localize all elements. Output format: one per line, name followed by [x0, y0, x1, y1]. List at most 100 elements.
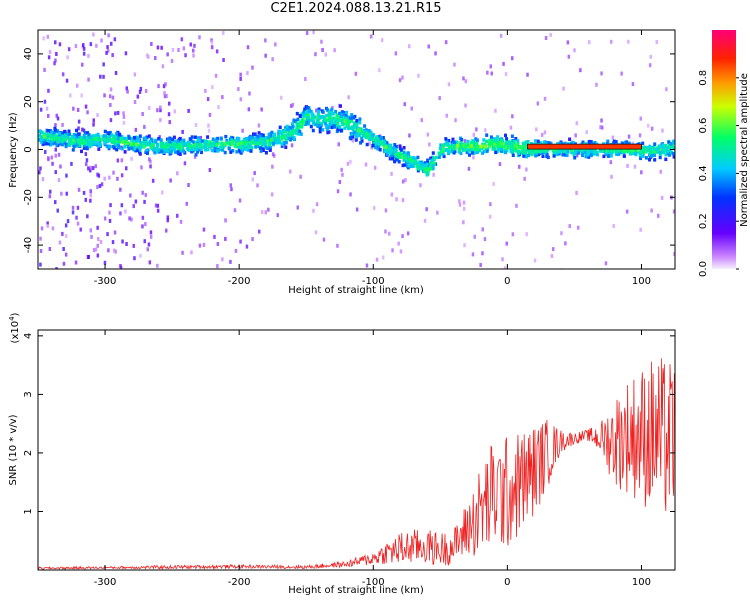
- noise-cell: [39, 249, 43, 253]
- ridge-cell: [256, 135, 260, 139]
- ridge-cell: [258, 135, 262, 139]
- noise-cell: [185, 201, 188, 206]
- noise-cell: [221, 95, 224, 100]
- noise-cell: [69, 93, 72, 98]
- noise-cell: [51, 226, 55, 231]
- ridge-cell: [669, 150, 673, 155]
- ridge-cell: [653, 153, 656, 158]
- ridge-cell: [343, 111, 347, 115]
- snr-line: [38, 358, 675, 570]
- noise-cell: [533, 258, 537, 263]
- ridge-cell: [67, 136, 71, 141]
- noise-cell: [404, 178, 407, 183]
- ridge-cell: [177, 145, 181, 150]
- ridge-cell: [358, 121, 362, 125]
- noise-cell: [95, 43, 98, 48]
- ridge-cell: [330, 125, 334, 130]
- noise-cell: [65, 191, 68, 196]
- ridge-cell: [275, 136, 279, 141]
- ridge-cell: [333, 121, 337, 125]
- noise-cell: [183, 161, 187, 166]
- ridge-cell: [350, 118, 354, 123]
- noise-cell: [444, 40, 448, 45]
- ridge-cell: [229, 150, 233, 154]
- ridge-cell: [335, 119, 339, 124]
- ridge-cell: [339, 104, 342, 108]
- noise-cell: [241, 128, 244, 133]
- ridge-cell: [634, 151, 637, 156]
- noise-cell: [110, 41, 113, 46]
- noise-cell: [229, 183, 232, 188]
- noise-cell: [71, 210, 75, 215]
- ridge-cell: [429, 166, 433, 171]
- noise-cell: [166, 52, 169, 57]
- ridge-cell: [64, 137, 67, 142]
- noise-cell: [121, 239, 124, 244]
- noise-cell: [647, 123, 650, 128]
- noise-cell: [139, 86, 143, 91]
- ridge-cell: [41, 141, 45, 146]
- y-tick-label: 20: [23, 95, 34, 108]
- ridge-cell: [266, 146, 270, 151]
- noise-cell: [264, 38, 267, 43]
- noise-cell: [657, 213, 660, 218]
- noise-cell: [246, 71, 249, 76]
- y-tick-label: 40: [23, 48, 34, 61]
- ridge-cell: [499, 144, 503, 148]
- ridge-cell: [63, 133, 67, 137]
- ridge-cell: [97, 142, 101, 146]
- ridge-cell: [166, 143, 170, 147]
- ridge-cell: [650, 154, 654, 158]
- noise-cell: [141, 112, 144, 116]
- ridge-cell: [537, 152, 541, 157]
- ridge-cell: [135, 136, 139, 140]
- ridge-cell: [313, 115, 317, 119]
- ridge-cell: [664, 152, 668, 157]
- ridge-cell: [318, 129, 322, 134]
- ridge-cell: [640, 154, 644, 158]
- ridge-cell: [250, 135, 254, 140]
- ridge-cell: [496, 144, 500, 148]
- ridge-cell: [127, 136, 131, 140]
- noise-cell: [337, 142, 340, 147]
- noise-cell: [550, 254, 554, 258]
- spectrogram-xlabel: Height of straight line (km): [288, 285, 424, 296]
- noise-cell: [384, 229, 387, 234]
- ridge-cell: [484, 147, 488, 151]
- ridge-cell: [593, 151, 597, 155]
- ridge-cell: [269, 138, 273, 142]
- noise-cell: [436, 210, 439, 215]
- noise-cell: [206, 97, 210, 102]
- noise-cell: [299, 174, 302, 179]
- ridge-cell: [295, 121, 299, 126]
- noise-cell: [290, 143, 294, 148]
- ridge-cell: [176, 150, 180, 154]
- noise-cell: [216, 264, 219, 269]
- noise-cell: [81, 127, 84, 132]
- ridge-cell: [374, 140, 378, 145]
- ridge-cell: [662, 149, 666, 153]
- ridge-cell: [157, 150, 161, 154]
- ridge-cell: [239, 151, 243, 155]
- noise-cell: [483, 237, 487, 242]
- ridge-cell: [197, 143, 201, 147]
- ridge-cell: [269, 135, 273, 139]
- ridge-cell: [191, 140, 195, 144]
- ridge-cell: [445, 139, 449, 144]
- ridge-cell: [133, 136, 136, 140]
- ridge-cell: [112, 134, 116, 138]
- noise-cell: [114, 111, 117, 116]
- ridge-cell: [173, 141, 176, 146]
- noise-cell: [271, 152, 275, 157]
- noise-cell: [341, 172, 344, 177]
- noise-cell: [640, 170, 643, 175]
- ridge-cell: [664, 146, 668, 151]
- ridge-cell: [172, 147, 176, 152]
- snr-panel: -300 -200 -100 0 100 1 2 3 4 Height of straight…: [8, 312, 676, 596]
- ridge-cell: [641, 147, 645, 151]
- ridge-cell: [472, 151, 476, 155]
- chart-title: C2E1.2024.088.13.21.R15: [270, 1, 442, 16]
- noise-cell: [481, 227, 484, 232]
- ridge-cell: [241, 148, 245, 152]
- ridge-cell: [148, 139, 152, 144]
